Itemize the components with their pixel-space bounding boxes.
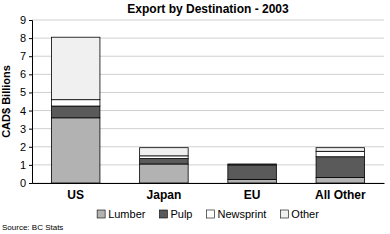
bar-segment [228, 179, 277, 183]
y-tick: 6 [20, 68, 32, 80]
y-tick: 2 [20, 141, 32, 153]
x-tick: Japan [147, 183, 182, 202]
y-tick-mark [29, 92, 32, 93]
legend-item: Pulp [159, 208, 192, 220]
y-tick: 4 [20, 105, 32, 117]
grid [32, 20, 384, 183]
legend: Lumber Pulp Newsprint Other [97, 208, 319, 220]
x-tick: All Other [315, 183, 366, 202]
bar-segment [51, 37, 100, 99]
series [51, 118, 364, 183]
legend-label: Newsprint [217, 208, 266, 220]
x-tick: US [67, 183, 84, 202]
y-tick-label: 5 [20, 86, 26, 98]
bar-segment [140, 164, 189, 183]
y-tick-mark [29, 111, 32, 112]
y-tick-mark [29, 74, 32, 75]
legend-item: Lumber [97, 208, 146, 220]
legend-swatch [280, 210, 288, 218]
legend-label: Other [291, 208, 319, 220]
bar-segment [140, 148, 189, 156]
series [51, 106, 364, 179]
x-tick-label: Japan [147, 188, 182, 202]
y-tick-label: 4 [20, 105, 26, 117]
legend-item: Newsprint [206, 208, 266, 220]
y-tick: 0 [20, 177, 32, 189]
legend-swatch [159, 210, 167, 218]
y-tick-mark [29, 147, 32, 148]
bar-segment [316, 157, 365, 178]
bar-segment [316, 148, 365, 152]
y-tick: 8 [20, 32, 32, 44]
chart: 0 1 2 3 4 5 6 7 8 9 US Japan EU All Other Export by De… [0, 0, 390, 234]
bar-segment [228, 163, 277, 164]
y-tick: 5 [20, 86, 32, 98]
y-tick-label: 8 [20, 32, 26, 44]
title: Export by Destination - 2003 [127, 2, 289, 16]
bar-segment [228, 163, 277, 165]
y-tick-label: 0 [20, 177, 26, 189]
bar-segment [51, 106, 100, 118]
y-tick-label: 9 [20, 14, 26, 26]
y-tick: 3 [20, 123, 32, 135]
x-axis: US Japan EU All Other [33, 183, 385, 202]
y-tick-mark [29, 20, 32, 21]
bar-segment [316, 151, 365, 156]
y-tick-mark [29, 38, 32, 39]
y-tick-label: 6 [20, 68, 26, 80]
y-tick-label: 2 [20, 141, 26, 153]
legend-swatch [206, 210, 214, 218]
bar-segment [140, 159, 189, 164]
series [51, 37, 364, 156]
grid-line [32, 20, 384, 21]
y-tick-mark [29, 183, 32, 184]
y-tick: 1 [20, 159, 32, 171]
bar-segment [51, 118, 100, 183]
y-axis-title: CAD$ Billions [0, 65, 12, 138]
bars [51, 37, 364, 183]
legend-swatch [97, 210, 105, 218]
x-axis-line [33, 183, 385, 184]
bar-segment [228, 165, 277, 179]
y-axis: 0 1 2 3 4 5 6 7 8 9 [20, 14, 33, 189]
y-tick: 7 [20, 50, 32, 62]
x-tick-label: All Other [315, 188, 366, 202]
bar-segment [51, 100, 100, 106]
legend-label: Pulp [170, 208, 192, 220]
bar-segment [140, 156, 189, 159]
x-tick-label: EU [244, 188, 261, 202]
y-tick-label: 3 [20, 123, 26, 135]
y-axis-line [29, 21, 33, 184]
y-tick-mark [29, 56, 32, 57]
legend-item: Other [280, 208, 319, 220]
bar-segment [316, 178, 365, 183]
y-tick-label: 7 [20, 50, 26, 62]
plot: 0 1 2 3 4 5 6 7 8 9 US Japan EU All Other [20, 14, 385, 202]
y-tick: 9 [20, 14, 32, 26]
source-note: Source: BC Stats [2, 223, 63, 232]
series [51, 100, 364, 165]
x-tick-label: US [67, 188, 84, 202]
y-tick-mark [29, 129, 32, 130]
y-tick-mark [29, 165, 32, 166]
legend-label: Lumber [108, 208, 146, 220]
y-tick-label: 1 [20, 159, 26, 171]
x-tick: EU [244, 183, 261, 202]
